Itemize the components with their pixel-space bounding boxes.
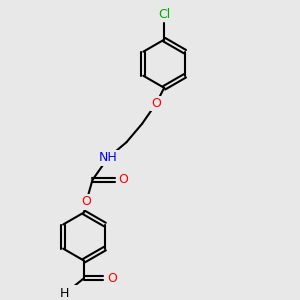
Text: O: O — [151, 97, 161, 110]
Text: H: H — [59, 287, 69, 300]
Text: Cl: Cl — [158, 8, 170, 21]
Text: O: O — [107, 272, 117, 285]
Text: NH: NH — [99, 151, 117, 164]
Text: O: O — [81, 196, 91, 208]
Text: O: O — [119, 173, 129, 186]
